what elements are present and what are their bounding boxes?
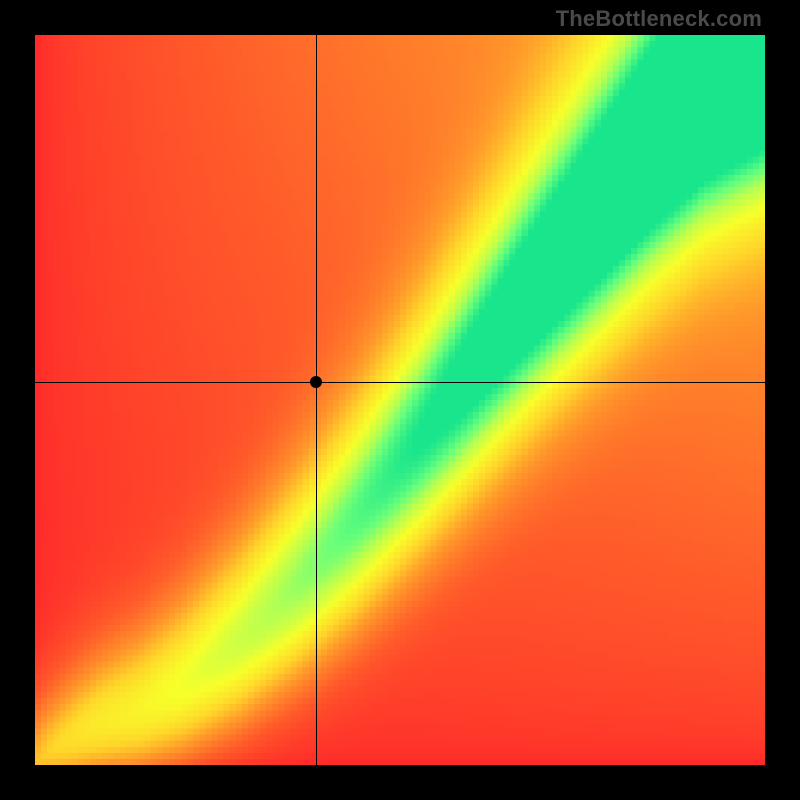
marker-point — [310, 376, 322, 388]
plot-area — [35, 35, 765, 765]
crosshair-vertical — [316, 35, 317, 765]
watermark-text: TheBottleneck.com — [556, 6, 762, 32]
crosshair-horizontal — [35, 382, 765, 383]
heatmap-canvas — [35, 35, 765, 765]
chart-container: TheBottleneck.com — [0, 0, 800, 800]
